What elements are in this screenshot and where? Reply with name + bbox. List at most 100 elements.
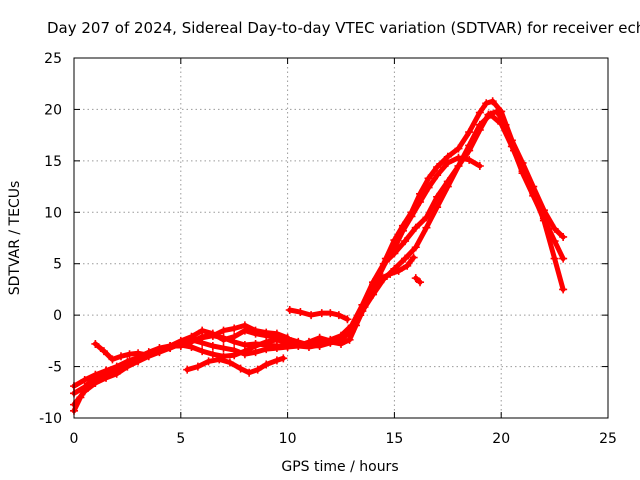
data-point bbox=[529, 189, 538, 198]
data-point bbox=[424, 174, 433, 183]
data-point bbox=[559, 254, 568, 263]
data-point bbox=[166, 344, 175, 353]
series-group bbox=[70, 97, 568, 415]
data-point bbox=[379, 259, 388, 268]
data-point bbox=[315, 333, 324, 342]
data-point bbox=[245, 368, 254, 377]
data-point bbox=[296, 308, 305, 317]
data-point bbox=[176, 338, 185, 347]
data-point bbox=[204, 357, 213, 366]
data-point bbox=[279, 354, 288, 363]
data-point bbox=[443, 182, 452, 191]
data-point bbox=[91, 339, 100, 348]
data-point bbox=[108, 355, 117, 364]
data-point bbox=[550, 224, 559, 233]
data-point bbox=[492, 107, 501, 116]
data-point bbox=[307, 311, 316, 320]
data-point bbox=[230, 351, 239, 360]
data-point bbox=[416, 278, 425, 287]
data-point bbox=[347, 325, 356, 334]
data-point bbox=[102, 373, 111, 382]
y-tick-label: -5 bbox=[48, 360, 62, 376]
data-point bbox=[208, 342, 217, 350]
y-tick-label: -10 bbox=[39, 411, 62, 427]
data-point bbox=[337, 336, 345, 345]
x-axis-label: GPS time / hours bbox=[281, 459, 398, 475]
data-point bbox=[465, 128, 474, 137]
y-tick-label: 25 bbox=[44, 51, 62, 67]
data-point bbox=[454, 144, 463, 153]
data-point bbox=[390, 249, 399, 258]
data-point bbox=[99, 347, 108, 356]
plot-frame bbox=[73, 57, 609, 419]
data-point bbox=[272, 329, 281, 338]
data-point bbox=[433, 163, 442, 172]
data-point bbox=[262, 345, 271, 354]
data-point bbox=[134, 349, 143, 358]
data-point bbox=[334, 311, 343, 320]
data-point bbox=[465, 141, 474, 150]
data-point bbox=[208, 331, 217, 340]
data-point bbox=[422, 223, 431, 232]
y-tick-label: 10 bbox=[44, 205, 62, 221]
x-tick-label: 15 bbox=[385, 431, 403, 447]
data-point bbox=[401, 237, 410, 246]
data-point bbox=[424, 183, 433, 192]
data-point bbox=[433, 171, 442, 180]
data-point bbox=[386, 270, 395, 278]
data-point bbox=[102, 366, 111, 375]
data-point bbox=[518, 167, 527, 176]
data-point bbox=[369, 290, 378, 299]
data-point bbox=[198, 347, 207, 356]
data-point bbox=[240, 347, 249, 356]
data-point bbox=[183, 365, 192, 374]
y-tick-label: 15 bbox=[44, 154, 62, 170]
data-point bbox=[407, 212, 416, 221]
x-tick-label: 25 bbox=[599, 431, 617, 447]
y-tick-label: 5 bbox=[53, 257, 62, 273]
data-point bbox=[317, 309, 326, 318]
data-point bbox=[475, 108, 484, 117]
data-point bbox=[251, 326, 260, 335]
data-point bbox=[403, 261, 412, 270]
data-point bbox=[411, 274, 420, 283]
data-point bbox=[219, 335, 228, 344]
y-tick-label: 0 bbox=[53, 308, 62, 324]
data-point bbox=[198, 326, 207, 335]
data-point bbox=[398, 226, 407, 235]
data-point bbox=[369, 280, 378, 289]
data-point bbox=[219, 344, 228, 353]
data-point bbox=[411, 243, 420, 252]
data-point bbox=[225, 358, 234, 367]
x-tick-label: 5 bbox=[176, 431, 185, 447]
data-point bbox=[550, 254, 559, 263]
data-point bbox=[230, 324, 239, 333]
data-point bbox=[486, 110, 495, 119]
data-point bbox=[343, 315, 352, 324]
data-point bbox=[401, 254, 410, 263]
data-point bbox=[358, 307, 367, 316]
data-point bbox=[262, 360, 271, 369]
data-point bbox=[91, 370, 100, 379]
data-point bbox=[482, 99, 491, 108]
data-point bbox=[134, 356, 143, 365]
data-point bbox=[559, 232, 568, 241]
data-point bbox=[208, 350, 217, 359]
data-point bbox=[80, 375, 89, 384]
series-line-trace-8 bbox=[370, 255, 417, 287]
data-point bbox=[240, 321, 249, 330]
data-point bbox=[475, 120, 484, 129]
x-tick-label: 10 bbox=[279, 431, 297, 447]
data-point bbox=[394, 266, 403, 275]
data-point bbox=[465, 155, 474, 164]
data-point bbox=[507, 142, 516, 151]
data-point bbox=[253, 365, 262, 374]
data-point bbox=[272, 344, 281, 353]
data-point bbox=[123, 359, 132, 368]
ticks: 0 5 10 15 20 25 -10 -5 0 5 10 15 20 25 bbox=[39, 51, 617, 447]
data-point bbox=[294, 337, 303, 346]
data-point bbox=[497, 119, 506, 128]
data-point bbox=[377, 274, 386, 283]
